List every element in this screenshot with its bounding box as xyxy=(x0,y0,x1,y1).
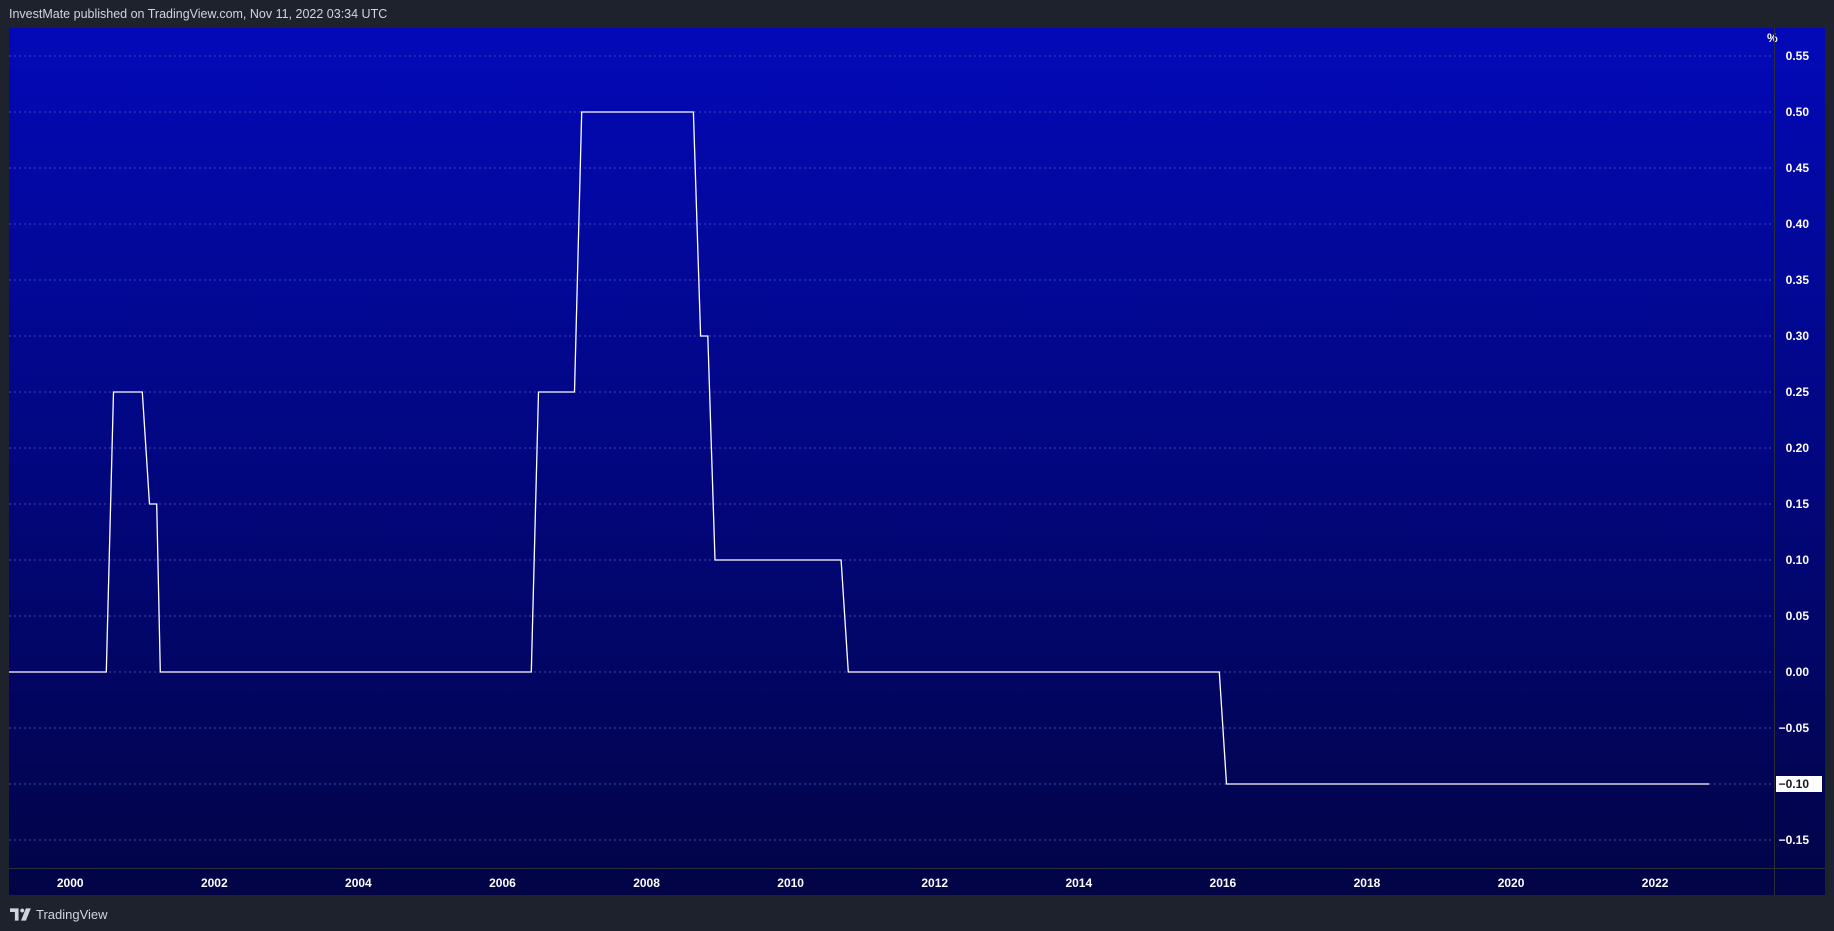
x-tick-label: 2008 xyxy=(633,876,660,890)
x-tick-label: 2016 xyxy=(1210,876,1237,890)
x-tick-label: 2010 xyxy=(777,876,804,890)
plot-background xyxy=(9,28,1825,895)
last-value-badge: −0.10 xyxy=(1776,776,1822,792)
y-tick-label: 0.10 xyxy=(1786,553,1810,567)
x-tick-label: 2002 xyxy=(201,876,228,890)
x-tick-label: 2022 xyxy=(1642,876,1669,890)
y-tick-label: 0.30 xyxy=(1786,329,1810,343)
last-value-box xyxy=(1776,776,1822,792)
chart-area[interactable]: 0.55 0.50 0.45 0.40 0.35 0.30 0.25 0.20 0.15 0.10… xyxy=(9,28,1825,895)
tradingview-logo-icon xyxy=(10,907,31,921)
y-tick-label: 0.25 xyxy=(1786,385,1810,399)
y-tick-label: 0.55 xyxy=(1786,49,1810,63)
x-tick-label: 2018 xyxy=(1354,876,1381,890)
y-tick-label: 0.45 xyxy=(1786,161,1810,175)
brand-name: TradingView xyxy=(36,906,108,922)
line-chart[interactable]: 0.55 0.50 0.45 0.40 0.35 0.30 0.25 0.20 0.15 0.10… xyxy=(9,28,1825,895)
x-tick-label: 2004 xyxy=(345,876,372,890)
published-info: InvestMate published on TradingView.com,… xyxy=(9,7,388,21)
x-tick-label: 2014 xyxy=(1065,876,1092,890)
tradingview-brand[interactable]: TradingView xyxy=(10,906,108,922)
y-axis-unit: % xyxy=(1767,31,1778,45)
x-tick-label: 2000 xyxy=(57,876,84,890)
y-tick-label: 0.20 xyxy=(1786,441,1810,455)
y-tick-label: 0.50 xyxy=(1786,105,1810,119)
top-bar: InvestMate published on TradingView.com,… xyxy=(0,0,1834,28)
y-tick-label: 0.15 xyxy=(1786,497,1810,511)
series-line[interactable] xyxy=(9,111,1710,785)
last-value-label: −0.10 xyxy=(1779,777,1810,791)
y-tick-label: 0.05 xyxy=(1786,609,1810,623)
y-tick-label: −0.05 xyxy=(1779,721,1810,735)
y-tick-label: −0.15 xyxy=(1779,833,1810,847)
x-tick-label: 2006 xyxy=(489,876,516,890)
bottom-bar: TradingView xyxy=(0,895,1834,931)
x-tick-label: 2020 xyxy=(1498,876,1525,890)
y-tick-label: 0.40 xyxy=(1786,217,1810,231)
x-tick-label: 2012 xyxy=(921,876,948,890)
y-tick-label: 0.35 xyxy=(1786,273,1810,287)
y-tick-label: 0.00 xyxy=(1786,665,1810,679)
